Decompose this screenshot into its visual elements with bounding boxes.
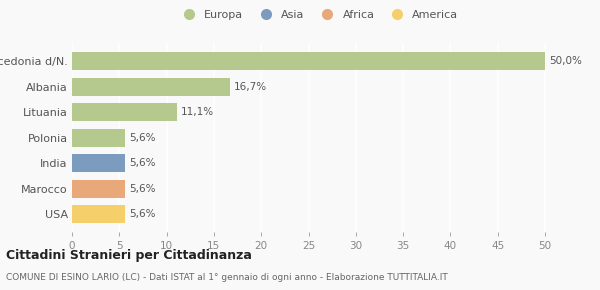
- Text: 5,6%: 5,6%: [129, 158, 155, 168]
- Text: 16,7%: 16,7%: [234, 82, 267, 92]
- Bar: [72, 103, 177, 122]
- Bar: [72, 180, 125, 198]
- Bar: [72, 77, 230, 96]
- Bar: [72, 154, 125, 173]
- Bar: [72, 205, 125, 223]
- Bar: [72, 52, 545, 70]
- Legend: Europa, Asia, Africa, America: Europa, Asia, Africa, America: [175, 8, 461, 22]
- Text: 5,6%: 5,6%: [129, 209, 155, 219]
- Text: COMUNE DI ESINO LARIO (LC) - Dati ISTAT al 1° gennaio di ogni anno - Elaborazion: COMUNE DI ESINO LARIO (LC) - Dati ISTAT …: [6, 273, 448, 282]
- Bar: [72, 128, 125, 147]
- Text: 5,6%: 5,6%: [129, 184, 155, 194]
- Text: Cittadini Stranieri per Cittadinanza: Cittadini Stranieri per Cittadinanza: [6, 249, 252, 262]
- Text: 50,0%: 50,0%: [549, 56, 582, 66]
- Text: 11,1%: 11,1%: [181, 107, 214, 117]
- Text: 5,6%: 5,6%: [129, 133, 155, 143]
